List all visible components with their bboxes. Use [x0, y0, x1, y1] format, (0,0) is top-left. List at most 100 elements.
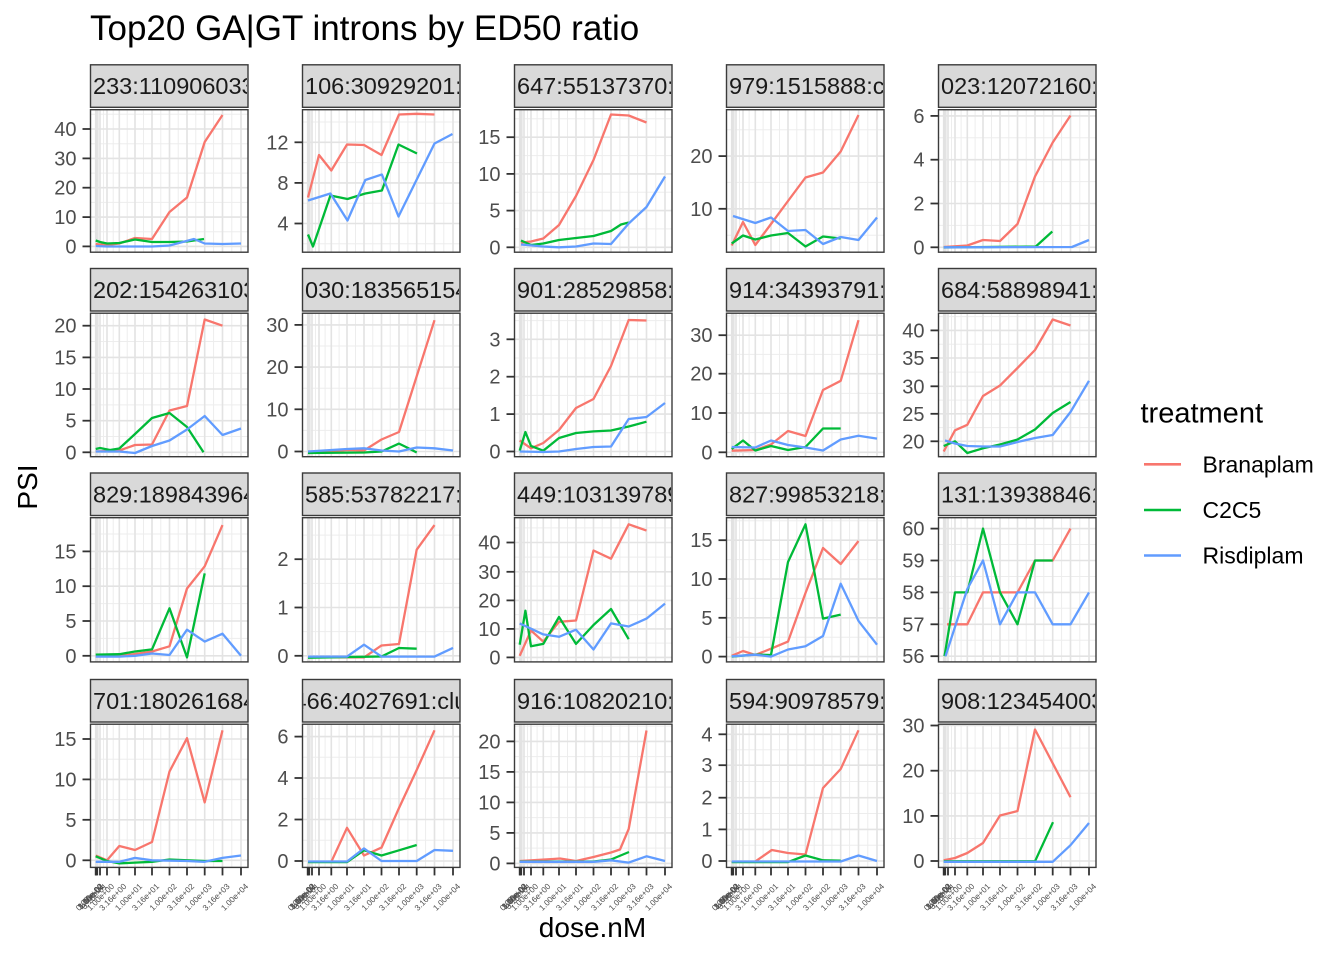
svg-text:0: 0: [65, 646, 76, 668]
svg-text:233:110906033:cl: 233:110906033:cl: [93, 73, 278, 99]
svg-text:2: 2: [277, 810, 288, 832]
svg-text:3: 3: [489, 329, 500, 351]
svg-text:0: 0: [489, 647, 500, 669]
svg-text:59: 59: [902, 551, 924, 573]
svg-text:10: 10: [54, 379, 76, 401]
svg-text:10: 10: [54, 576, 76, 598]
svg-text:15: 15: [54, 541, 76, 563]
svg-text:10: 10: [690, 199, 712, 221]
svg-text:4: 4: [913, 150, 924, 172]
svg-text:1: 1: [277, 598, 288, 620]
svg-text:449:103139789:c: 449:103139789:c: [517, 481, 699, 507]
svg-text:20: 20: [690, 364, 712, 386]
svg-text:dose.nM: dose.nM: [539, 912, 646, 943]
svg-text:2: 2: [701, 788, 712, 810]
svg-text:914:34393791:clu: 914:34393791:clu: [729, 277, 916, 303]
svg-text:0: 0: [701, 647, 712, 669]
svg-text:PSI: PSI: [12, 464, 43, 509]
svg-text:2: 2: [277, 549, 288, 571]
svg-text:30: 30: [690, 325, 712, 347]
svg-text:40: 40: [478, 533, 500, 555]
svg-text:4: 4: [701, 724, 712, 746]
svg-text:466:4027691:clu: 466:4027691:clu: [294, 688, 468, 714]
svg-text:6: 6: [277, 727, 288, 749]
svg-text:30: 30: [902, 376, 924, 398]
svg-text:0: 0: [65, 850, 76, 872]
svg-text:30: 30: [902, 716, 924, 738]
svg-text:916:10820210:clu: 916:10820210:clu: [517, 688, 704, 714]
svg-text:treatment: treatment: [1141, 398, 1264, 430]
svg-text:60: 60: [902, 519, 924, 541]
svg-text:10: 10: [478, 164, 500, 186]
svg-text:30: 30: [478, 562, 500, 584]
svg-text:4: 4: [277, 768, 288, 790]
svg-text:10: 10: [266, 399, 288, 421]
svg-text:684:58898941:clu: 684:58898941:clu: [941, 277, 1128, 303]
svg-text:0: 0: [277, 851, 288, 873]
svg-text:20: 20: [478, 590, 500, 612]
svg-text:594:90978579:clu: 594:90978579:clu: [729, 688, 916, 714]
svg-text:57: 57: [902, 614, 924, 636]
svg-text:Top20 GA|GT introns by ED50 ra: Top20 GA|GT introns by ED50 ratio: [90, 9, 639, 48]
svg-text:023:12072160:clu: 023:12072160:clu: [941, 73, 1128, 99]
svg-text:10: 10: [478, 619, 500, 641]
svg-text:585:53782217:clu: 585:53782217:clu: [305, 481, 492, 507]
svg-text:829:189843964:c: 829:189843964:c: [93, 481, 275, 507]
svg-text:20: 20: [902, 761, 924, 783]
svg-text:030:183565154:c: 030:183565154:c: [305, 277, 487, 303]
svg-text:2: 2: [913, 194, 924, 216]
svg-text:901:28529858:clu: 901:28529858:clu: [517, 277, 704, 303]
svg-text:20: 20: [690, 146, 712, 168]
svg-text:0: 0: [277, 646, 288, 668]
svg-text:40: 40: [54, 119, 76, 141]
svg-text:3: 3: [701, 755, 712, 777]
svg-text:10: 10: [54, 207, 76, 229]
svg-text:5: 5: [701, 608, 712, 630]
svg-text:20: 20: [478, 731, 500, 753]
svg-text:58: 58: [902, 582, 924, 604]
svg-text:5: 5: [65, 611, 76, 633]
svg-text:5: 5: [489, 823, 500, 845]
svg-text:10: 10: [902, 806, 924, 828]
svg-text:10: 10: [690, 403, 712, 425]
svg-text:1: 1: [489, 404, 500, 426]
svg-text:Risdiplam: Risdiplam: [1203, 543, 1304, 569]
svg-text:12: 12: [266, 132, 288, 154]
svg-text:10: 10: [478, 792, 500, 814]
svg-text:8: 8: [277, 173, 288, 195]
svg-text:4: 4: [277, 214, 288, 236]
svg-text:0: 0: [701, 851, 712, 873]
svg-text:Branaplam: Branaplam: [1203, 451, 1314, 477]
svg-text:56: 56: [902, 646, 924, 668]
svg-text:0: 0: [913, 237, 924, 259]
svg-text:6: 6: [913, 106, 924, 128]
svg-text:40: 40: [902, 320, 924, 342]
svg-text:0: 0: [277, 442, 288, 464]
svg-text:10: 10: [690, 569, 712, 591]
svg-text:35: 35: [902, 348, 924, 370]
svg-text:2: 2: [489, 367, 500, 389]
svg-text:0: 0: [489, 442, 500, 464]
svg-text:701:180261684:c: 701:180261684:c: [93, 688, 275, 714]
svg-text:0: 0: [489, 853, 500, 875]
svg-text:15: 15: [54, 729, 76, 751]
svg-text:647:55137370:clu: 647:55137370:clu: [517, 73, 704, 99]
svg-text:0: 0: [489, 237, 500, 259]
svg-text:15: 15: [478, 762, 500, 784]
svg-text:0: 0: [913, 851, 924, 873]
svg-text:908:123454003:c: 908:123454003:c: [941, 688, 1123, 714]
svg-text:1: 1: [701, 819, 712, 841]
svg-text:20: 20: [54, 178, 76, 200]
svg-text:15: 15: [478, 127, 500, 149]
svg-text:10: 10: [54, 769, 76, 791]
svg-text:0: 0: [65, 442, 76, 464]
svg-text:202:154263103:c: 202:154263103:c: [93, 277, 275, 303]
svg-text:131:139388461:c: 131:139388461:c: [941, 481, 1123, 507]
svg-text:20: 20: [266, 357, 288, 379]
svg-text:5: 5: [65, 411, 76, 433]
svg-text:0: 0: [65, 236, 76, 258]
svg-text:979:1515888:clu: 979:1515888:clu: [729, 73, 903, 99]
svg-text:20: 20: [54, 316, 76, 338]
svg-text:0: 0: [701, 442, 712, 464]
svg-text:30: 30: [266, 315, 288, 337]
